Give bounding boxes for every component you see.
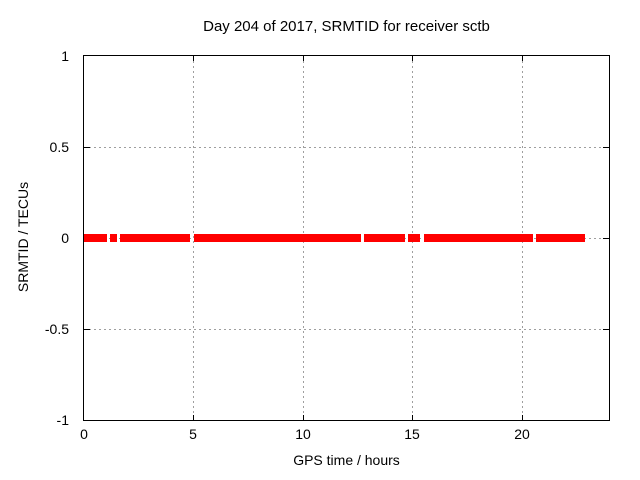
y-tick-mark: [603, 329, 609, 330]
y-gridline: [84, 147, 609, 148]
x-tick-label: 10: [295, 426, 311, 442]
x-tick-mark: [193, 56, 194, 61]
data-series-segment: [84, 234, 107, 242]
y-tick-label: 0.5: [49, 139, 69, 155]
x-tick-mark: [412, 56, 413, 61]
x-tick-mark: [303, 415, 304, 420]
data-series-segment: [110, 234, 117, 242]
x-tick-label: 15: [404, 426, 420, 442]
x-axis-title: GPS time / hours: [293, 452, 400, 468]
y-tick-mark: [84, 329, 90, 330]
data-series-segment: [364, 234, 405, 242]
x-tick-mark: [193, 415, 194, 420]
y-tick-mark: [603, 238, 609, 239]
data-series-segment: [424, 234, 533, 242]
y-tick-label: 0: [61, 230, 69, 246]
x-tick-mark: [522, 56, 523, 61]
x-tick-label: 0: [80, 426, 88, 442]
data-series-segment: [120, 234, 190, 242]
y-tick-mark: [84, 147, 90, 148]
x-tick-label: 20: [514, 426, 530, 442]
chart-title: Day 204 of 2017, SRMTID for receiver sct…: [203, 18, 490, 35]
y-tick-label: 1: [61, 48, 69, 64]
x-tick-mark: [522, 415, 523, 420]
y-tick-mark: [603, 147, 609, 148]
x-tick-label: 5: [189, 426, 197, 442]
y-tick-label: -1: [56, 412, 69, 428]
data-series-segment: [536, 234, 585, 242]
x-tick-mark: [412, 415, 413, 420]
y-tick-label: -0.5: [44, 321, 69, 337]
data-series-segment: [408, 234, 420, 242]
plot-area: [83, 55, 610, 421]
y-gridline: [84, 329, 609, 330]
x-tick-mark: [303, 56, 304, 61]
data-series-segment: [194, 234, 361, 242]
